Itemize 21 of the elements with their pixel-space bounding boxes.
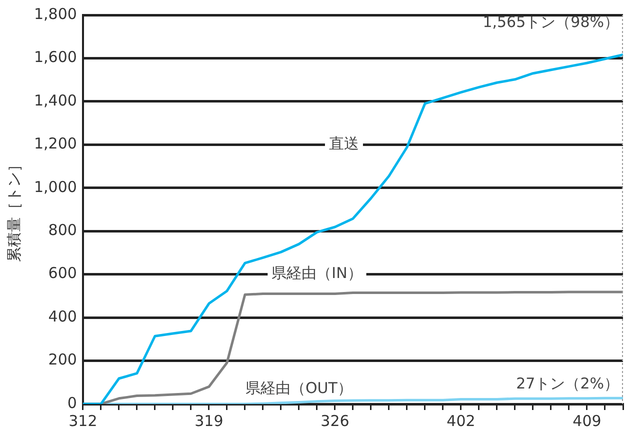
x-tick-label: 326	[320, 412, 350, 430]
x-tick-label: 312	[68, 412, 98, 430]
annotation: 1,565トン（98%）	[482, 13, 619, 31]
x-tick-label: 319	[194, 412, 224, 430]
y-tick-label: 800	[48, 221, 77, 239]
y-tick-label: 600	[48, 264, 77, 282]
x-tick-label: 409	[572, 412, 602, 430]
x-tick-label: 402	[446, 412, 476, 430]
y-axis-title: 累積量［トン］	[4, 157, 23, 262]
annotation: 27トン（2%）	[516, 374, 619, 393]
y-tick-label: 400	[48, 307, 77, 326]
series-label: 県経由（IN）	[272, 264, 362, 282]
y-tick-label: 1,600	[34, 48, 77, 66]
y-tick-label: 1,000	[34, 178, 77, 196]
y-tick-label: 1,400	[34, 91, 77, 110]
text: 直送	[328, 134, 359, 153]
y-tick-label: 200	[48, 350, 77, 369]
series-label: 県経由（OUT）	[245, 378, 352, 397]
y-tick-label: 1,800	[34, 4, 77, 23]
y-tick-label: 0	[67, 394, 77, 412]
y-tick-label: 1,200	[34, 134, 77, 153]
